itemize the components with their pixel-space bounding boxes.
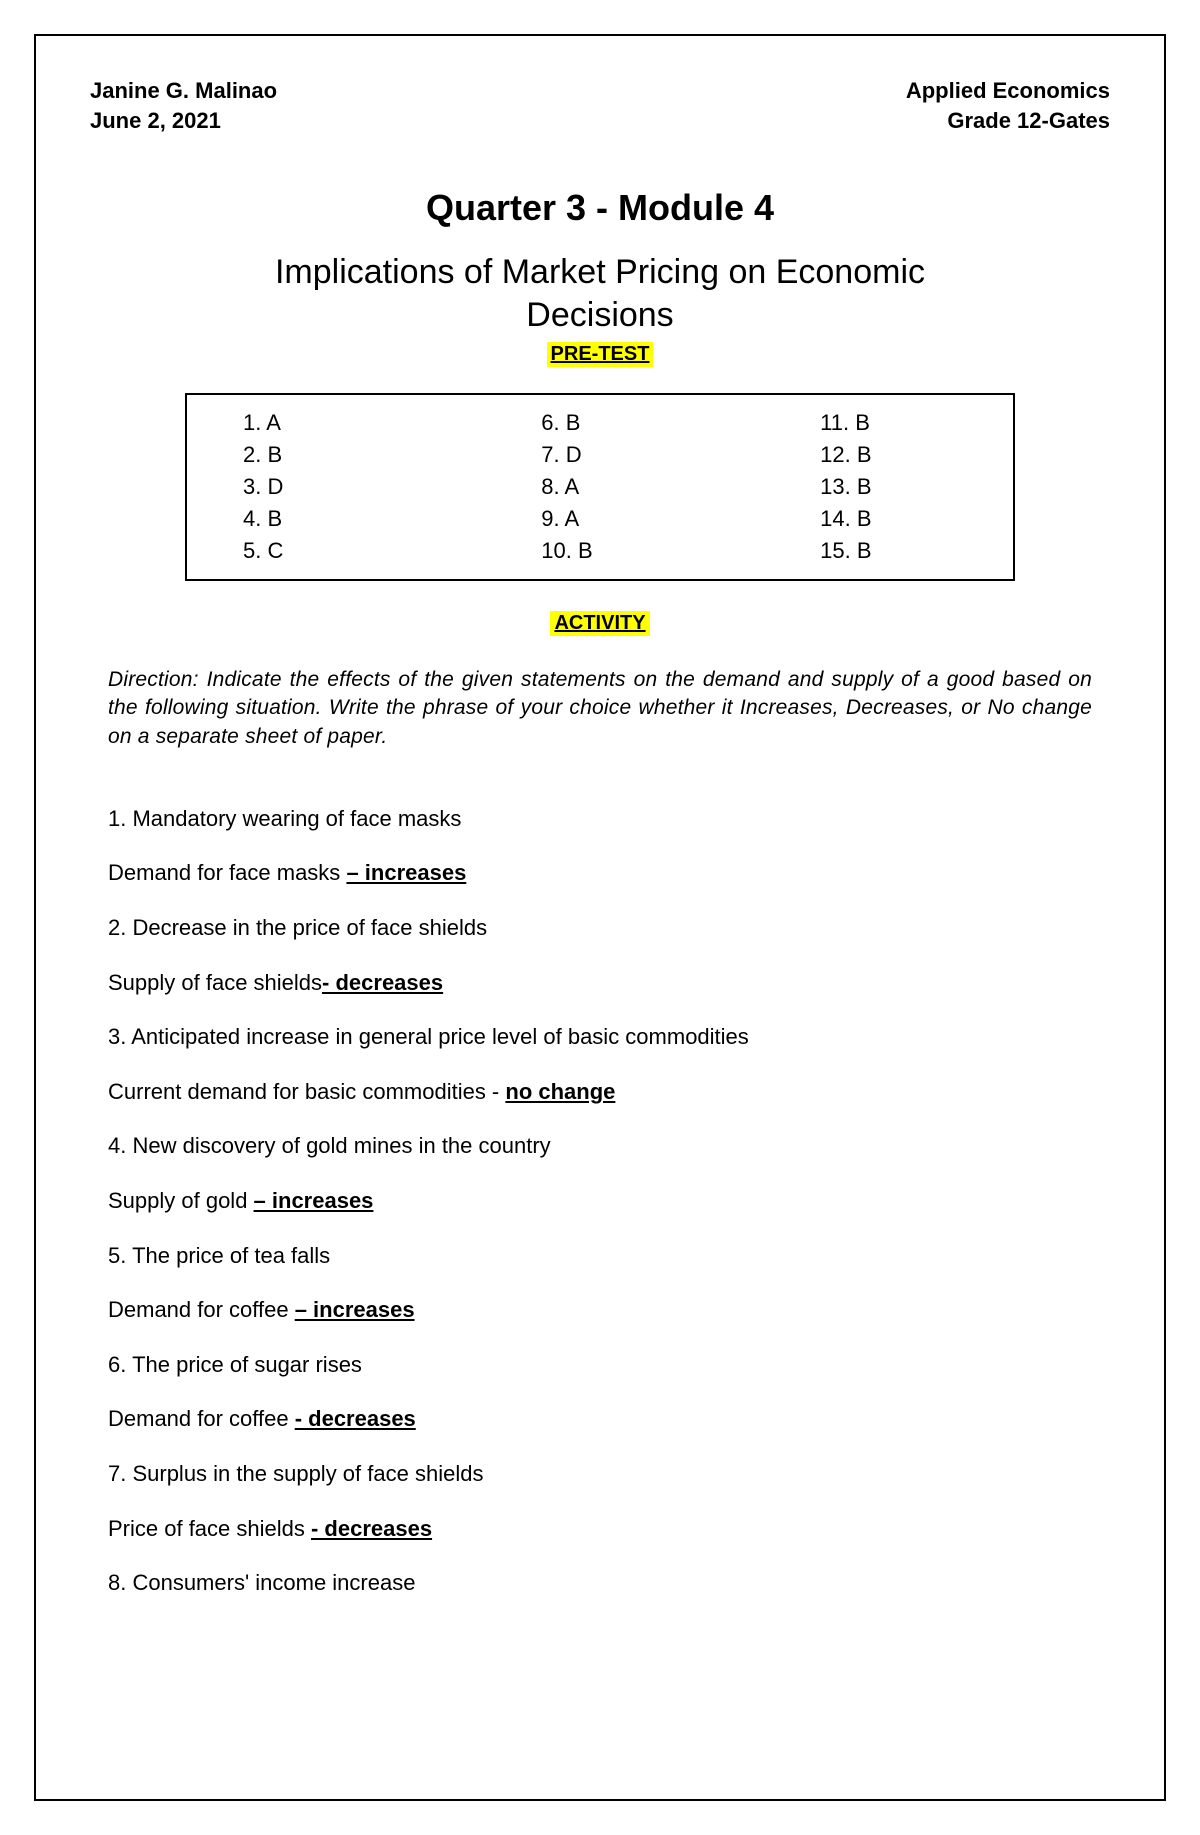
activity-stem: Demand for coffee — [108, 1406, 295, 1431]
activity-block: 1. Mandatory wearing of face masks Deman… — [108, 805, 1092, 1598]
pretest-answer: 1. A — [243, 407, 541, 439]
pretest-answer: 2. B — [243, 439, 541, 471]
activity-question: 6. The price of sugar rises — [108, 1351, 1092, 1380]
activity-answer: - decreases — [311, 1516, 432, 1541]
pretest-answer: 9. A — [541, 503, 820, 535]
activity-answer-line: Demand for coffee - decreases — [108, 1405, 1092, 1434]
activity-answer-line: Demand for coffee – increases — [108, 1296, 1092, 1325]
page-border: Janine G. Malinao June 2, 2021 Applied E… — [34, 34, 1166, 1801]
activity-question: 2. Decrease in the price of face shields — [108, 914, 1092, 943]
activity-answer: – increases — [346, 860, 466, 885]
activity-stem: Price of face shields — [108, 1516, 311, 1541]
pretest-answer: 14. B — [820, 503, 967, 535]
activity-answer-line: Supply of face shields- decreases — [108, 969, 1092, 998]
pretest-answer: 13. B — [820, 471, 967, 503]
activity-label-row: ACTIVITY — [90, 611, 1110, 636]
class-section: Grade 12-Gates — [906, 106, 1110, 136]
pretest-answer: 11. B — [820, 407, 967, 439]
activity-answer-line: Current demand for basic commodities - n… — [108, 1078, 1092, 1107]
pretest-answer: 5. C — [243, 535, 541, 567]
header-row: Janine G. Malinao June 2, 2021 Applied E… — [90, 76, 1110, 135]
pretest-answer: 8. A — [541, 471, 820, 503]
activity-answer-line: Demand for face masks – increases — [108, 859, 1092, 888]
activity-question: 5. The price of tea falls — [108, 1242, 1092, 1271]
activity-answer-line: Supply of gold – increases — [108, 1187, 1092, 1216]
subject: Applied Economics — [906, 76, 1110, 106]
pretest-col-1: 1. A 2. B 3. D 4. B 5. C — [233, 407, 541, 566]
module-subtitle: Implications of Market Pricing on Econom… — [210, 251, 990, 336]
activity-answer: – increases — [254, 1188, 374, 1213]
activity-question: 3. Anticipated increase in general price… — [108, 1023, 1092, 1052]
activity-stem: Current demand for basic commodities - — [108, 1079, 505, 1104]
pretest-label-row: PRE-TEST — [90, 342, 1110, 367]
activity-stem: Supply of face shields — [108, 970, 322, 995]
activity-answer: – increases — [295, 1297, 415, 1322]
pretest-answer: 7. D — [541, 439, 820, 471]
activity-stem: Demand for face masks — [108, 860, 346, 885]
activity-answer-line: Price of face shields - decreases — [108, 1515, 1092, 1544]
activity-direction: Direction: Indicate the effects of the g… — [108, 666, 1092, 751]
activity-question: 4. New discovery of gold mines in the co… — [108, 1132, 1092, 1161]
activity-question: 1. Mandatory wearing of face masks — [108, 805, 1092, 834]
header-left: Janine G. Malinao June 2, 2021 — [90, 76, 277, 135]
pretest-answer: 12. B — [820, 439, 967, 471]
activity-question: 7. Surplus in the supply of face shields — [108, 1460, 1092, 1489]
pretest-columns: 1. A 2. B 3. D 4. B 5. C 6. B 7. D 8. A … — [233, 407, 967, 566]
activity-answer: no change — [505, 1079, 615, 1104]
pretest-col-3: 11. B 12. B 13. B 14. B 15. B — [820, 407, 967, 566]
header-right: Applied Economics Grade 12-Gates — [906, 76, 1110, 135]
pretest-answer: 3. D — [243, 471, 541, 503]
pretest-box: 1. A 2. B 3. D 4. B 5. C 6. B 7. D 8. A … — [185, 393, 1015, 580]
activity-stem: Demand for coffee — [108, 1297, 295, 1322]
activity-answer: - decreases — [295, 1406, 416, 1431]
student-name: Janine G. Malinao — [90, 76, 277, 106]
activity-label: ACTIVITY — [550, 611, 649, 636]
date: June 2, 2021 — [90, 106, 277, 136]
activity-answer: - decreases — [322, 970, 443, 995]
activity-question: 8. Consumers' income increase — [108, 1569, 1092, 1598]
activity-stem: Supply of gold — [108, 1188, 254, 1213]
module-title: Quarter 3 - Module 4 — [90, 187, 1110, 229]
pretest-answer: 4. B — [243, 503, 541, 535]
pretest-col-2: 6. B 7. D 8. A 9. A 10. B — [541, 407, 820, 566]
pretest-answer: 15. B — [820, 535, 967, 567]
pretest-answer: 10. B — [541, 535, 820, 567]
pretest-answer: 6. B — [541, 407, 820, 439]
pretest-label: PRE-TEST — [547, 342, 654, 367]
